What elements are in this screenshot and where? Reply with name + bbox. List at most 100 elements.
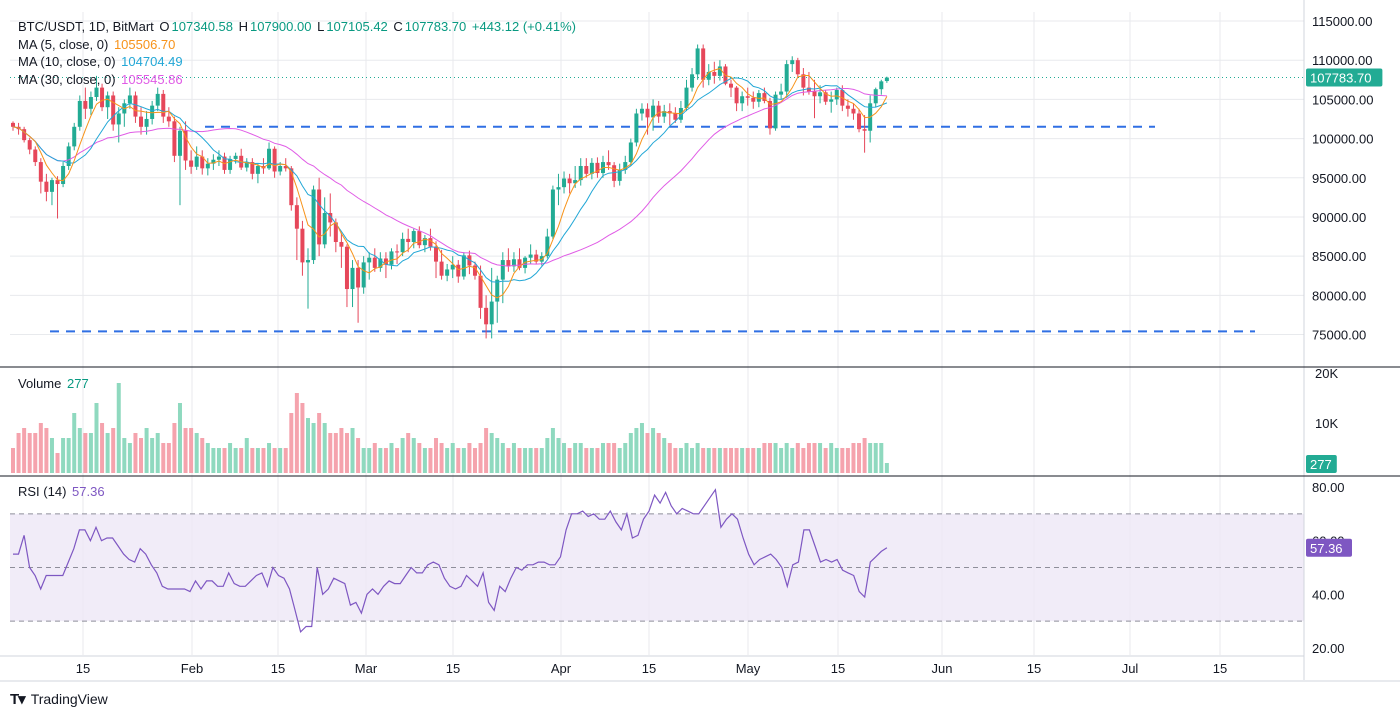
volume-bar: [267, 443, 272, 473]
candle-body: [428, 238, 433, 247]
volume-bar: [851, 443, 856, 473]
time-tick-label: 15: [271, 661, 285, 676]
volume-badge-bg: [1306, 455, 1337, 473]
volume-bar: [66, 438, 71, 473]
volume-bar: [790, 448, 795, 473]
candle-body: [383, 258, 388, 265]
candle-body: [545, 236, 550, 257]
candle-body: [267, 148, 272, 169]
price-axis[interactable]: 115000.00 110000.00 105000.00 100000.00 9500…: [1312, 14, 1373, 343]
price-tick-label: 100000.00: [1312, 132, 1373, 147]
volume-bar: [166, 443, 171, 473]
candle-body: [372, 257, 377, 268]
volume-bar: [33, 433, 38, 473]
candle-body: [578, 165, 583, 181]
symbol-label[interactable]: BTC/USDT, 1D, BitMart: [18, 19, 154, 34]
volume-bar: [690, 448, 695, 473]
tradingview-logo[interactable]: T▾ TradingView: [10, 690, 108, 708]
high-label: H: [238, 19, 249, 34]
volume-bar: [127, 443, 132, 473]
candle-body: [77, 100, 82, 127]
candle-body: [684, 87, 689, 108]
open-value: 107340.58: [171, 19, 233, 34]
volume-bar: [283, 448, 288, 473]
candles[interactable]: [11, 44, 889, 339]
candle-body: [395, 251, 400, 253]
time-axis[interactable]: 15 Feb 15 Mar 15 Apr 15 May 15 Jun 15 Jul 15: [76, 661, 1227, 676]
candle-body: [729, 83, 734, 88]
candle-body: [49, 180, 54, 192]
volume-bar: [111, 428, 116, 473]
volume-bar: [294, 393, 299, 473]
volume-bar: [61, 438, 66, 473]
volume-bar: [862, 438, 867, 473]
volume-bar: [11, 448, 15, 473]
volume-bar: [678, 448, 683, 473]
volume-bar: [411, 438, 416, 473]
price-tick-label: 80000.00: [1312, 288, 1366, 303]
volume-bar: [300, 403, 305, 473]
open-label: O: [159, 19, 170, 34]
candle-body: [472, 265, 477, 276]
candle-body: [189, 160, 194, 167]
volume-bar: [461, 448, 466, 473]
volume-bar: [834, 448, 839, 473]
volume-bar: [745, 448, 750, 473]
candle-body: [478, 275, 483, 308]
candle-body: [484, 307, 489, 325]
volume-bar: [484, 428, 489, 473]
ma30-legend[interactable]: MA (30, close, 0) 105545.86: [18, 71, 185, 88]
volume-bar: [723, 448, 728, 473]
volume-bar: [767, 443, 772, 473]
volume-bar: [161, 443, 166, 473]
candle-body: [94, 87, 99, 98]
candle-body: [690, 74, 695, 88]
volume-bar: [467, 443, 472, 473]
rsi-badge: 57.36: [1310, 541, 1343, 556]
volume-bar: [506, 448, 511, 473]
volume-bar: [239, 448, 244, 473]
volume-bar: [211, 448, 216, 473]
volume-bar: [406, 433, 411, 473]
volume-bar: [445, 448, 450, 473]
candle-body: [283, 165, 288, 169]
tradingview-logo-text: TradingView: [30, 691, 108, 707]
volume-bar: [550, 428, 555, 473]
volume-bar: [16, 433, 21, 473]
candle-body: [695, 48, 700, 75]
volume-bar: [589, 448, 594, 473]
ma5-legend[interactable]: MA (5, close, 0) 105506.70: [18, 36, 177, 53]
volume-bar: [38, 423, 43, 473]
volume-bar: [845, 448, 850, 473]
ma10-legend[interactable]: MA (10, close, 0) 104704.49: [18, 53, 185, 70]
high-value: 107900.00: [250, 19, 312, 34]
volume-bar: [417, 443, 422, 473]
time-tick-label: May: [736, 661, 761, 676]
volume-bar: [801, 448, 806, 473]
volume-bar: [22, 428, 27, 473]
volume-bar: [155, 433, 160, 473]
candle-body: [773, 94, 778, 129]
volume-legend[interactable]: Volume 277: [18, 375, 91, 392]
volume-bar: [740, 448, 745, 473]
volume-axis[interactable]: 20K 10K: [1315, 366, 1338, 431]
candle-body: [166, 116, 171, 122]
candle-body: [300, 228, 305, 263]
rsi-legend[interactable]: RSI (14) 57.36: [18, 483, 107, 500]
volume-bar: [422, 448, 427, 473]
volume-bar: [356, 438, 361, 473]
candle-body: [11, 122, 15, 127]
volume-bar: [289, 413, 294, 473]
volume-bar: [706, 448, 711, 473]
volume-bar: [523, 448, 528, 473]
volume-bar: [673, 448, 678, 473]
candle-body: [367, 257, 372, 263]
candle-body: [656, 105, 661, 117]
volume-bar: [350, 428, 355, 473]
volume-bar: [595, 448, 600, 473]
volume-bar: [840, 448, 845, 473]
candle-body: [278, 165, 283, 172]
ma10-label: MA (10, close, 0): [18, 54, 116, 69]
